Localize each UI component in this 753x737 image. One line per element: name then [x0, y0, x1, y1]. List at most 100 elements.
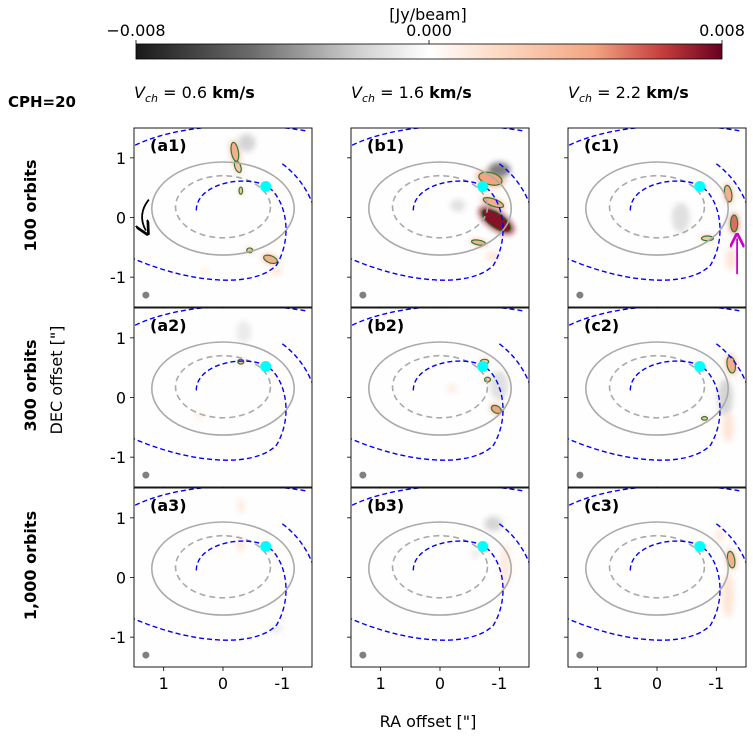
panel: (a2) 1 0 -1: [110, 307, 313, 491]
beam-marker: [142, 471, 150, 479]
disk-ellipse-dashed: [608, 534, 706, 599]
beam-marker: [576, 651, 584, 659]
panel-grid: (a1) 1 0 -1 (b1) (c1) (a2) 1 0 -1 (b2) (c2) (a3) 1 0 -1…: [110, 127, 747, 693]
emission-contour: [700, 415, 709, 421]
row-label: 1,000 orbits: [21, 511, 40, 620]
panel-label: (c2): [584, 316, 619, 335]
disk-ellipse-dashed: [391, 354, 489, 419]
panel: (b3) 1 0 -1: [347, 487, 530, 693]
emission-blob: [484, 516, 503, 532]
disk-ellipse-dashed: [608, 174, 706, 239]
spiral-arm: [351, 180, 504, 281]
y-axis-label: DEC offset ["]: [47, 326, 66, 435]
colorbar-tick-label: 0.000: [406, 21, 452, 40]
panel-background: [351, 488, 529, 667]
x-tick-label: 1: [376, 674, 386, 693]
panel-label: (a1): [150, 136, 187, 155]
spiral-arm: [568, 180, 721, 281]
spiral-arm: [568, 360, 721, 461]
y-tick-label: -1: [110, 448, 126, 467]
y-tick-label: 0: [116, 389, 126, 408]
planet-marker: [477, 180, 489, 192]
row-labels: 100 orbits 300 orbits 1,000 orbits: [21, 160, 40, 621]
y-tick-label: 1: [116, 509, 126, 528]
emission-blob: [270, 267, 283, 275]
disk-ellipse-dashed: [174, 534, 272, 599]
planet-marker: [260, 360, 272, 372]
emission-contour: [482, 197, 505, 209]
emission-blob: [236, 320, 252, 344]
panel: (b1): [347, 127, 530, 311]
spiral-arm: [568, 540, 721, 641]
spiral-arm: [134, 180, 287, 281]
panel-label: (b2): [367, 316, 404, 335]
disk-ellipse-dashed: [174, 354, 272, 419]
beam-marker: [142, 651, 150, 659]
disk-ellipse-solid: [367, 521, 512, 616]
y-tick-label: 1: [116, 149, 126, 168]
panel: (a3) 1 0 -1 1 0 -1: [110, 487, 313, 693]
emission-blob: [450, 199, 466, 212]
disk-ellipse-solid: [151, 341, 295, 436]
y-tick-label: 0: [116, 569, 126, 588]
panel-label: (a3): [150, 496, 187, 515]
emission-blob: [722, 412, 735, 443]
colorbar-ticks: −0.008 0.000 0.008: [106, 21, 745, 44]
emission-blob: [490, 370, 509, 401]
beam-marker: [576, 291, 584, 299]
x-tick-label: -1: [708, 674, 724, 693]
y-tick-label: -1: [110, 628, 126, 647]
emission-blob: [722, 573, 735, 618]
column-title: Vch = 1.6 km/s: [351, 83, 472, 105]
y-tick-label: 1: [116, 329, 126, 348]
x-tick-label: 0: [435, 674, 445, 693]
panel-background: [134, 308, 312, 487]
panel-background: [134, 128, 312, 307]
panel-label: (c3): [584, 496, 619, 515]
colorbar-tick-label: 0.008: [699, 21, 745, 40]
panel: (c1): [564, 127, 747, 311]
panel: (a1) 1 0 -1: [110, 127, 313, 311]
x-tick-label: 1: [159, 674, 169, 693]
spiral-arm: [134, 360, 287, 461]
planet-marker: [260, 540, 272, 552]
emission-blob: [445, 384, 458, 394]
x-axis-label: RA offset ["]: [380, 712, 477, 731]
disk-ellipse-solid: [584, 341, 729, 436]
planet-marker: [694, 360, 706, 372]
disk-ellipse-dashed: [174, 174, 272, 239]
emission-blob: [270, 623, 283, 633]
emission-blob: [725, 248, 738, 271]
panel-background: [568, 488, 746, 667]
beam-marker: [359, 651, 367, 659]
beam-marker: [576, 471, 584, 479]
spiral-arm: [134, 540, 287, 641]
emission-blob: [237, 537, 245, 553]
column-titles: Vch = 0.6 km/s Vch = 1.6 km/s Vch = 2.2 km…: [134, 83, 689, 105]
planet-marker: [694, 540, 706, 552]
beam-marker: [142, 291, 150, 299]
emission-blob: [237, 133, 256, 152]
panel: (c3) 1 0 -1: [564, 487, 747, 693]
panel-label: (b1): [367, 136, 404, 155]
panel: (c2): [564, 307, 747, 491]
disk-ellipse-solid: [367, 161, 512, 256]
spiral-arm: [351, 540, 504, 641]
x-tick-label: -1: [491, 674, 507, 693]
emission-blob: [201, 267, 209, 275]
disk-ellipse-solid: [151, 161, 295, 256]
column-title: Vch = 2.2 km/s: [568, 83, 689, 105]
x-tick-label: 1: [593, 674, 603, 693]
panel-background: [568, 308, 746, 487]
disk-ellipse-solid: [367, 341, 512, 436]
planet-marker: [694, 180, 706, 192]
beam-marker: [359, 471, 367, 479]
rotation-arrow: [142, 199, 149, 231]
y-tick-label: -1: [110, 268, 126, 287]
emission-blob: [195, 411, 203, 420]
planet-marker: [477, 360, 489, 372]
disk-ellipse-dashed: [391, 174, 489, 239]
disk-ellipse-solid: [584, 161, 729, 256]
planet-marker: [260, 180, 272, 192]
